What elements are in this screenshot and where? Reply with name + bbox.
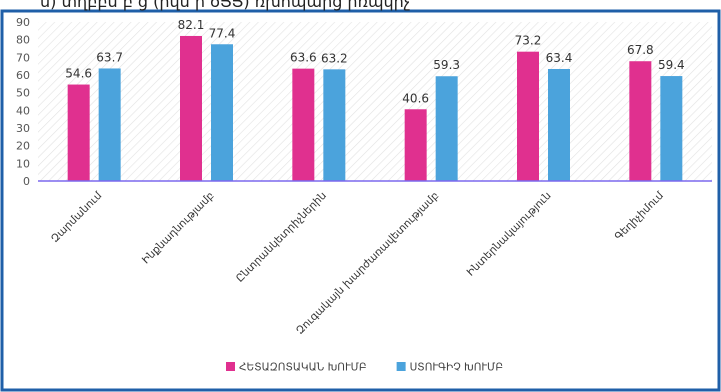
plot-area-hatch	[38, 22, 712, 181]
bar	[629, 61, 652, 181]
bar	[517, 51, 539, 182]
y-tick-label: 30	[16, 122, 30, 135]
data-label: 63.2	[321, 51, 348, 65]
bar	[660, 76, 683, 181]
y-tick-label: 0	[23, 175, 30, 188]
y-axis-ticks: 0 10 20 30 40 50 60 70 80 90	[16, 16, 30, 188]
data-label: 73.2	[515, 34, 542, 48]
data-label: 82.1	[178, 18, 205, 32]
bar	[548, 68, 570, 181]
legend-label: ՍՏՈՒԳԻՉ ԽՈՒՄԲ	[410, 362, 503, 374]
data-label: 67.8	[627, 43, 654, 57]
bar	[67, 84, 90, 181]
y-tick-label: 70	[16, 51, 30, 64]
data-label: 63.6	[290, 51, 317, 65]
cut-off-header-text: ն) տղբբն բ ց (րվն ի ծՅՅ) ռխոպարց րռպկրչ	[39, 0, 410, 11]
legend-swatch	[396, 362, 406, 371]
data-label: 40.6	[402, 91, 429, 105]
y-tick-label: 40	[16, 104, 30, 117]
y-tick-label: 90	[16, 16, 30, 29]
bar	[211, 44, 233, 182]
bar	[292, 68, 315, 181]
data-label: 63.4	[546, 51, 573, 65]
data-label: 77.4	[209, 26, 236, 40]
y-tick-label: 60	[16, 69, 30, 82]
legend-label: ՀԵՏԱԶՈՏԱԿԱՆ ԽՈՒՄԲ	[239, 362, 367, 374]
bar	[404, 109, 427, 181]
y-tick-label: 80	[16, 34, 30, 47]
y-tick-label: 50	[16, 87, 30, 100]
y-tick-label: 10	[16, 157, 30, 170]
legend-swatch	[226, 362, 235, 371]
data-label: 54.6	[65, 67, 92, 81]
y-tick-label: 20	[16, 140, 30, 153]
data-label: 59.3	[433, 58, 460, 72]
data-label: 63.7	[96, 50, 123, 64]
data-label: 59.4	[658, 58, 685, 72]
legend: ՀԵՏԱԶՈՏԱԿԱՆ ԽՈՒՄԲ ՍՏՈՒԳԻՉ ԽՈՒՄԲ	[226, 362, 503, 374]
bar	[323, 69, 346, 181]
bar	[98, 68, 121, 181]
bars-group	[67, 35, 683, 182]
bar	[435, 76, 458, 181]
data-labels-group: 54.6 82.1 63.6 40.6 73.2 67.8 63.7 77.4 63.2 59.3…	[65, 18, 684, 105]
bar	[180, 35, 202, 181]
